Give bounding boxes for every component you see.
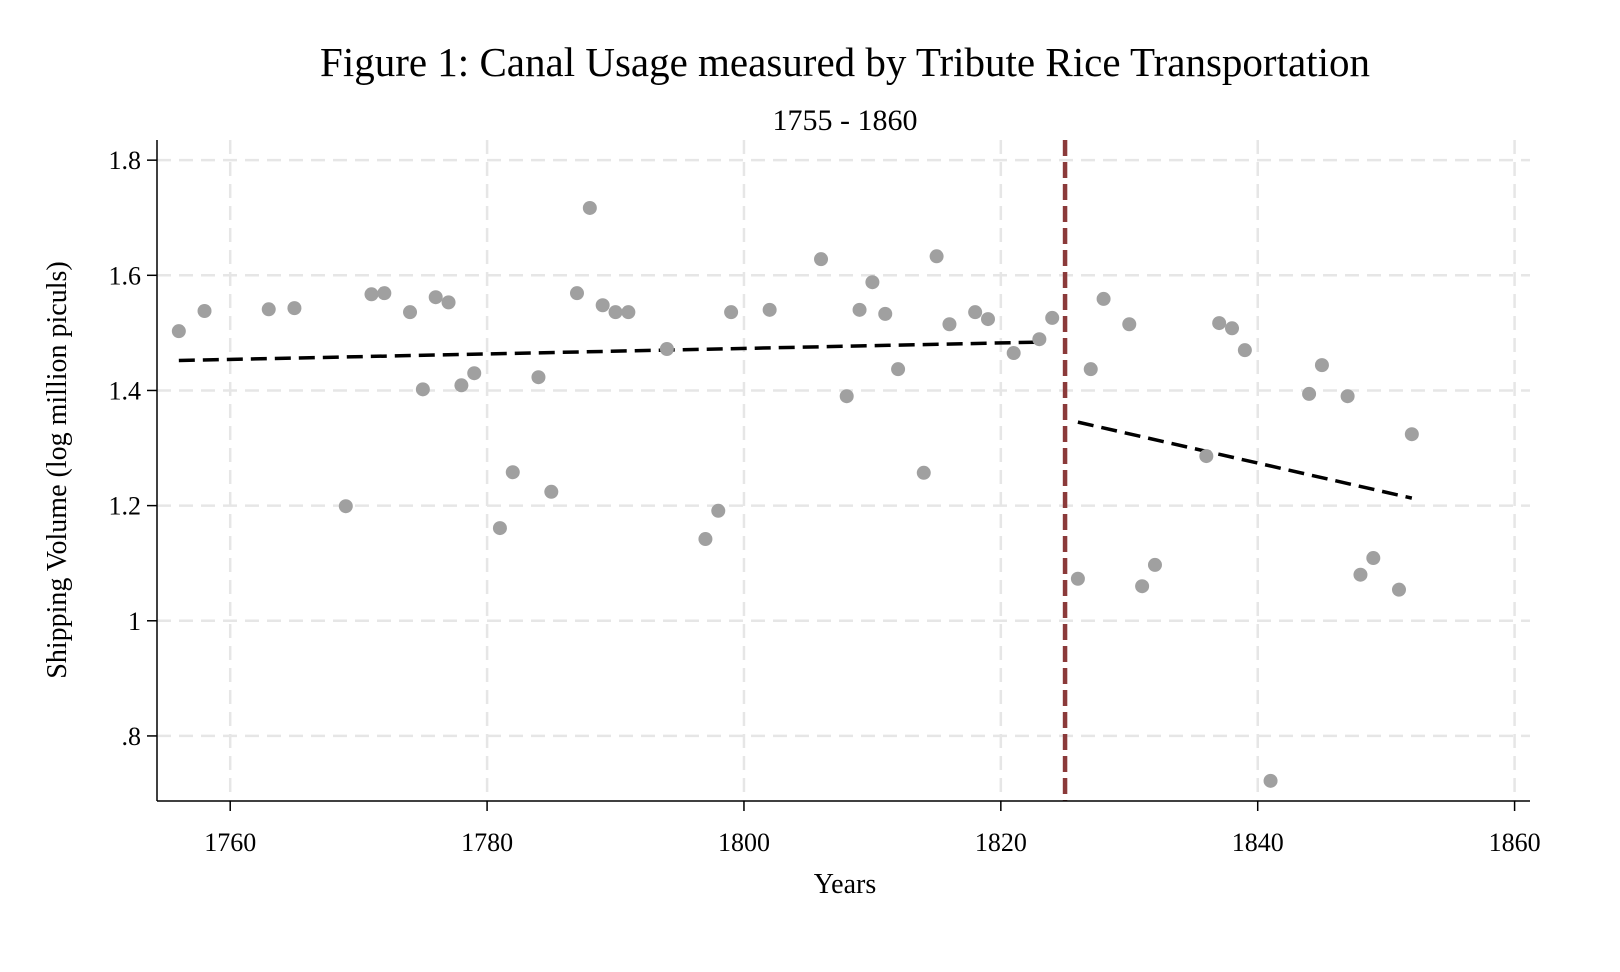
data-point (916, 465, 931, 480)
y-tick-label: 1.6 (109, 261, 142, 290)
data-point (441, 295, 456, 310)
data-point (428, 290, 443, 305)
fit-line (178, 340, 1040, 363)
data-point (197, 304, 212, 319)
data-point (569, 286, 584, 301)
data-point (762, 302, 777, 317)
data-point (287, 301, 302, 316)
data-point (364, 287, 379, 302)
data-point (582, 200, 597, 215)
data-point (1391, 582, 1406, 597)
x-tick-label: 1800 (718, 828, 770, 857)
data-point (942, 317, 957, 332)
x-tick-label: 1840 (1232, 828, 1284, 857)
data-point (711, 503, 726, 518)
data-point (415, 382, 430, 397)
x-tick-label: 1860 (1489, 828, 1541, 857)
data-point (1083, 362, 1098, 377)
data-point (1032, 332, 1047, 347)
data-point (621, 305, 636, 320)
data-point (467, 366, 482, 381)
fit-lines (178, 340, 1413, 500)
data-point (531, 370, 546, 385)
data-point (377, 286, 392, 301)
data-point (1340, 389, 1355, 404)
y-tick-label: 1 (128, 607, 141, 636)
data-point (878, 306, 893, 321)
x-tick-label: 1780 (461, 828, 513, 857)
data-point (171, 324, 186, 339)
data-point (839, 389, 854, 404)
data-point (1045, 310, 1060, 325)
data-point (724, 305, 739, 320)
y-tick-label: 1.8 (109, 146, 142, 175)
data-point (968, 305, 983, 320)
y-tick-label: 1.4 (109, 376, 142, 405)
data-point (1006, 346, 1021, 361)
data-point (1263, 773, 1278, 788)
data-point (595, 298, 610, 313)
data-point (261, 302, 276, 317)
data-point (1404, 427, 1419, 442)
data-point (698, 532, 713, 547)
data-point (1225, 321, 1240, 336)
data-point (1070, 571, 1085, 586)
data-point (1237, 343, 1252, 358)
x-axis-label: Years (814, 869, 877, 900)
data-point (814, 252, 829, 267)
data-point (891, 362, 906, 377)
chart-title: Figure 1: Canal Usage measured by Tribut… (320, 39, 1370, 85)
data-point (1096, 291, 1111, 306)
data-points (171, 200, 1419, 788)
x-tick-label: 1820 (975, 828, 1027, 857)
data-point (1135, 579, 1150, 594)
y-axis-label: Shipping Volume (log million piculs) (42, 261, 73, 678)
data-point (1212, 316, 1227, 331)
data-point (980, 312, 995, 327)
data-point (1147, 557, 1162, 572)
data-point (544, 484, 559, 499)
data-point (1314, 358, 1329, 373)
data-point (1199, 449, 1214, 464)
chart-subtitle: 1755 - 1860 (773, 104, 918, 137)
data-point (852, 302, 867, 317)
data-point (454, 378, 469, 393)
y-tick-label: 1.2 (109, 492, 142, 521)
data-point (338, 499, 353, 514)
data-point (929, 249, 944, 264)
data-point (492, 521, 507, 536)
data-point (1122, 317, 1137, 332)
data-point (505, 465, 520, 480)
grid (157, 140, 1530, 801)
data-point (1366, 551, 1381, 566)
data-point (659, 342, 674, 357)
data-point (1353, 567, 1368, 582)
x-tick-label: 1760 (204, 828, 256, 857)
fit-line (1077, 420, 1413, 500)
data-point (1302, 386, 1317, 401)
data-point (403, 305, 418, 320)
y-tick-label: .8 (122, 722, 142, 751)
data-point (865, 275, 880, 290)
data-point (608, 305, 623, 320)
axes: 1760 1780 1800 1820 1840 1860 .8 1 1.2 1.4 1.6 1.8 (109, 140, 1541, 857)
